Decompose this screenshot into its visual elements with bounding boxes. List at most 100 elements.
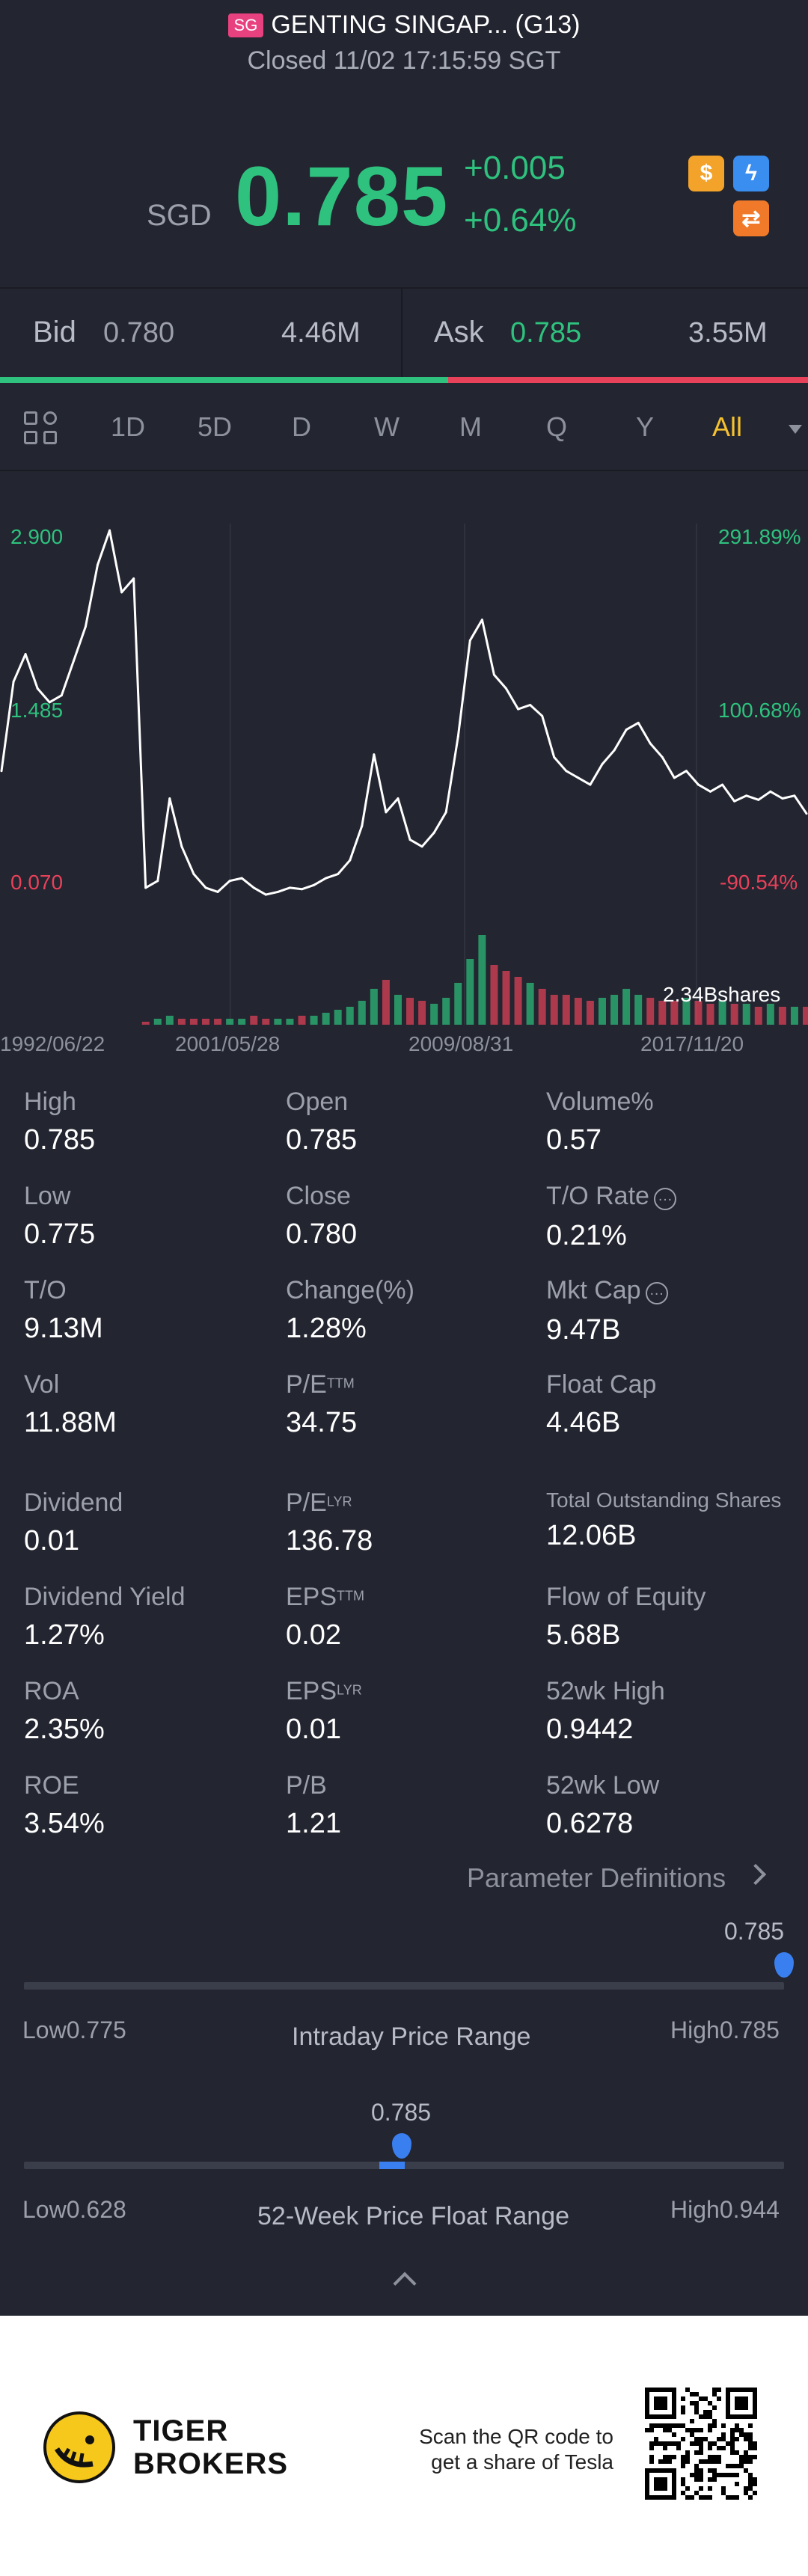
stat-value: 9.47B — [546, 1313, 621, 1346]
brand-name-line1: TIGER — [133, 2414, 229, 2447]
tiger-logo-icon — [43, 2411, 115, 2483]
price-point — [337, 873, 340, 876]
chevron-right-icon[interactable] — [744, 1863, 767, 1886]
lightning-icon[interactable]: ϟ — [733, 156, 769, 191]
bid-strength-bar — [0, 377, 448, 383]
price-point — [96, 563, 99, 566]
stat-value: 1.27% — [24, 1619, 105, 1651]
stat-value: 5.68B — [546, 1619, 621, 1651]
price-chart[interactable] — [0, 479, 808, 1055]
price-point — [36, 687, 39, 690]
volume-bar — [177, 1019, 186, 1025]
price-point — [757, 798, 760, 801]
volume-bar — [682, 998, 691, 1025]
stat-52wk-high: 52wk High 0.9442 — [546, 1677, 665, 1746]
volume-bar — [646, 998, 655, 1025]
volume-bar — [706, 1004, 714, 1025]
price-point — [456, 735, 459, 738]
tab-quarter[interactable]: Q — [546, 411, 568, 442]
swap-icon[interactable]: ⇄ — [733, 200, 769, 236]
info-icon[interactable]: … — [645, 1281, 668, 1304]
stat-p-e-ttm: P/ETTM 34.75 — [286, 1370, 357, 1439]
tab-all[interactable]: All — [712, 411, 743, 442]
stat-eps-lyr: EPSLYR 0.01 — [286, 1677, 362, 1746]
stat-dividend-yield: Dividend Yield 1.27% — [24, 1583, 185, 1652]
stat-vol: Vol 11.88M — [24, 1370, 117, 1439]
price-point — [264, 893, 267, 896]
y-right-tick-mid: 100.68% — [718, 699, 801, 722]
stat-label: Volume% — [546, 1088, 654, 1116]
stat-low: Low 0.775 — [24, 1182, 95, 1251]
tab-week[interactable]: W — [374, 411, 400, 442]
stat-p-b: P/B 1.21 — [286, 1771, 341, 1840]
stat-label: Dividend — [24, 1488, 123, 1517]
volume-bar — [754, 1007, 762, 1025]
volume-bar — [418, 1001, 426, 1025]
brand-name-line2: BROKERS — [133, 2447, 289, 2480]
price-point — [601, 763, 604, 766]
intraday-marker-icon — [774, 1952, 794, 1978]
tab-5d[interactable]: 5D — [198, 411, 233, 442]
stat-roa: ROA 2.35% — [24, 1677, 105, 1746]
week52-low: Low0.628 — [22, 2196, 126, 2223]
price-point — [204, 886, 207, 889]
y-right-tick-min: -90.54% — [720, 871, 798, 894]
stat-value: 0.01 — [24, 1525, 79, 1557]
stat-value: 11.88M — [24, 1407, 117, 1438]
stat-label: Float Cap — [546, 1370, 657, 1399]
price-point — [733, 800, 736, 803]
tab-year[interactable]: Y — [636, 411, 655, 442]
y-left-tick-mid: 1.485 — [10, 699, 64, 722]
volume-bar — [478, 935, 486, 1025]
bid-ask-divider — [401, 289, 403, 381]
price-point — [492, 673, 495, 676]
qr-code-icon[interactable] — [645, 2388, 757, 2500]
price-point — [12, 680, 15, 683]
price-point — [216, 890, 219, 893]
tab-1d[interactable]: 1D — [111, 411, 146, 442]
volume-bar — [514, 977, 522, 1025]
qr-caption-line1: Scan the QR code to — [419, 2425, 613, 2448]
x-tick-4: 2017/11/20 — [640, 1032, 744, 1055]
last-price: 0.785 — [235, 150, 449, 243]
chart-grid-icon[interactable] — [24, 411, 60, 447]
price-point — [541, 714, 544, 717]
price-point — [517, 708, 520, 711]
volume-bar — [538, 989, 546, 1025]
ask-volume: 3.55M — [688, 317, 768, 349]
price-point — [60, 694, 63, 697]
volume-bar — [622, 989, 631, 1025]
week52-range-track — [24, 2162, 784, 2169]
volume-bar — [766, 1004, 774, 1025]
parameter-definitions-link[interactable]: Parameter Definitions — [467, 1862, 726, 1893]
price-point — [120, 591, 123, 594]
volume-bar — [718, 1001, 726, 1025]
stat-label: P/E — [286, 1370, 327, 1399]
price-point — [661, 755, 664, 758]
stat-value: 1.28% — [286, 1313, 367, 1344]
price-point — [276, 890, 279, 893]
intraday-range-title: Intraday Price Range — [292, 2023, 531, 2051]
collapse-chevron-icon[interactable] — [393, 2272, 417, 2296]
bid-volume: 4.46M — [281, 317, 361, 349]
stat-label: Vol — [24, 1370, 60, 1399]
week52-range-title: 52-Week Price Float Range — [257, 2202, 570, 2230]
price-point — [444, 811, 447, 814]
stat-value: 0.01 — [286, 1714, 341, 1745]
price-point — [240, 877, 243, 880]
volume-bar — [670, 1001, 679, 1025]
price-point — [625, 729, 628, 732]
volume-bar — [694, 1001, 703, 1025]
volume-bar — [262, 1019, 270, 1025]
stat-label: T/O Rate — [546, 1182, 649, 1210]
price-point — [108, 529, 111, 532]
tab-day[interactable]: D — [292, 411, 311, 442]
chevron-down-icon[interactable] — [789, 425, 802, 434]
volume-bar — [778, 1007, 786, 1025]
stat-open: Open 0.785 — [286, 1088, 357, 1156]
info-icon[interactable]: … — [653, 1187, 676, 1210]
intraday-low: Low0.775 — [22, 2017, 126, 2043]
price-point — [793, 794, 796, 797]
dollar-icon[interactable]: $ — [688, 156, 724, 191]
tab-month[interactable]: M — [459, 411, 482, 442]
